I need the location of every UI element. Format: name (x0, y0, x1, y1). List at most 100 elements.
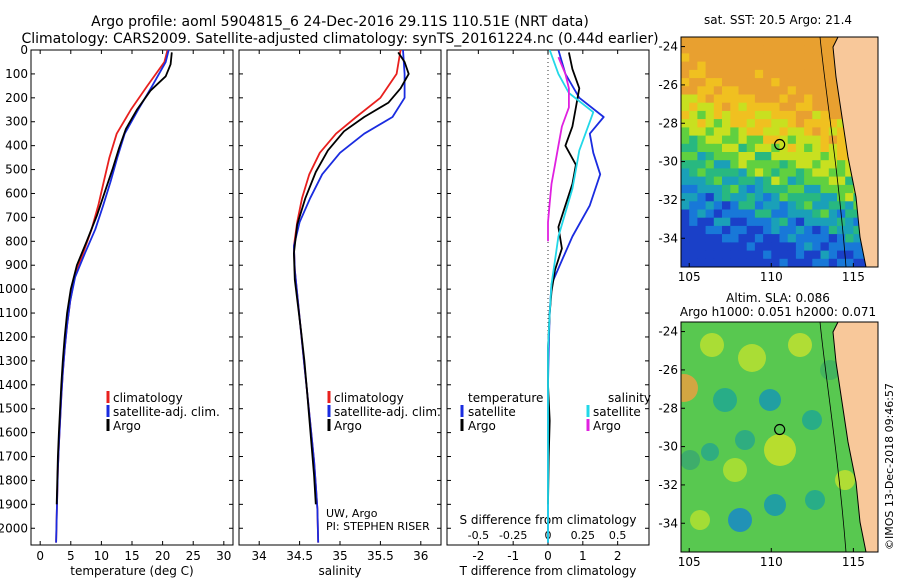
sst-cell (746, 45, 756, 54)
sst-cell (771, 102, 780, 112)
sst-cell (705, 176, 715, 186)
sst-cell (713, 78, 723, 87)
legend-label-temp-satellite: satellite (468, 405, 516, 419)
sst-cell (795, 258, 805, 267)
sst-cell (779, 209, 789, 219)
sst-cell (812, 234, 821, 243)
sst-cell (697, 86, 707, 95)
sst-cell (787, 234, 797, 243)
shelf-contour (819, 322, 847, 552)
sst-cell (730, 127, 739, 137)
sla-map: -24 -26 -28 -30 -32 -34 105 110 115 (658, 321, 879, 569)
sst-cell (705, 242, 715, 252)
sst-cell (705, 234, 715, 243)
sst-cell (689, 102, 698, 112)
sst-cell (845, 168, 854, 178)
sst-cell (845, 242, 854, 252)
sst-cell (787, 78, 797, 87)
sst-cell (845, 250, 854, 260)
sst-cell (787, 152, 797, 161)
depth-tick-label: 200 (5, 91, 28, 105)
sst-cell (828, 37, 838, 46)
sst-cell (845, 217, 854, 227)
sst-cell (713, 217, 723, 227)
sst-cell (828, 193, 838, 202)
lat-tick-label: -32 (658, 193, 678, 207)
sst-cell (771, 45, 780, 54)
sst-cell (681, 135, 690, 145)
sst-cell (779, 168, 789, 178)
sst-cell (837, 143, 846, 153)
sst-cell (705, 61, 715, 71)
sst-cell (697, 127, 707, 137)
sst-cell (689, 201, 698, 210)
x-tick-label: 5 (67, 549, 75, 563)
sst-cell (812, 37, 821, 46)
sst-cell (681, 78, 690, 87)
map-field (681, 322, 878, 552)
sst-cell (795, 110, 805, 120)
sst-cell (713, 234, 723, 243)
sst-cell (763, 234, 772, 243)
sst-cell (853, 258, 863, 267)
legend-label-sal-argo: Argo (593, 419, 621, 433)
lat-tick-label: -24 (658, 40, 678, 54)
sst-cell (845, 176, 854, 186)
sst-cell (804, 37, 813, 46)
sst-cell (681, 86, 690, 95)
sst-cell (697, 217, 707, 227)
sst-cell (820, 53, 830, 63)
sst-cell (738, 225, 748, 235)
sst-cell (722, 242, 731, 252)
sst-cell (771, 176, 780, 186)
sst-cell (837, 119, 846, 128)
sst-cell (837, 250, 846, 260)
sst-cell (795, 53, 805, 63)
sst-cell (837, 160, 846, 169)
map-field (681, 37, 878, 267)
sst-cell (713, 143, 723, 153)
sst-cell (730, 110, 739, 120)
sst-cell (689, 242, 698, 252)
sst-cell (763, 242, 772, 252)
sst-cell (681, 45, 690, 54)
sst-cell (804, 176, 813, 186)
sst-cell (681, 110, 690, 120)
sst-cell (804, 201, 813, 210)
sst-cell (730, 78, 739, 87)
sst-cell (812, 193, 821, 202)
legend-label-satellite: satellite-adj. clim. (334, 405, 441, 419)
sst-cell (820, 225, 830, 235)
sla-anomaly (759, 389, 781, 411)
sst-cell (804, 193, 813, 202)
x-tick-label: 0 (544, 549, 552, 563)
sst-cell (779, 201, 789, 210)
sst-cell (738, 201, 748, 210)
legend-label-satellite: satellite-adj. clim. (113, 405, 220, 419)
sst-cell (730, 234, 739, 243)
sst-cell (763, 250, 772, 260)
sst-cell (828, 217, 838, 227)
sst-cell (779, 37, 789, 46)
sst-cell (763, 102, 772, 112)
sst-cell (722, 176, 731, 186)
sst-cell (795, 127, 805, 137)
sst-cell (820, 152, 830, 161)
sst-cell (689, 160, 698, 169)
sst-cell (738, 242, 748, 252)
sst-cell (820, 94, 830, 104)
sst-cell (754, 225, 764, 235)
sst-cell (795, 45, 805, 54)
sst-cell (746, 143, 756, 153)
sst-cell (779, 184, 789, 194)
sla-anomaly (713, 388, 737, 412)
legend-title-temperature: temperature (468, 391, 543, 405)
sst-cell (722, 201, 731, 210)
x-tick-label: 25 (186, 549, 201, 563)
sst-cell (804, 152, 813, 161)
sst-cell (713, 69, 723, 79)
sst-cell (730, 217, 739, 227)
sst-cell (689, 225, 698, 235)
sst-cell (713, 102, 723, 112)
sst-cell (722, 160, 731, 169)
